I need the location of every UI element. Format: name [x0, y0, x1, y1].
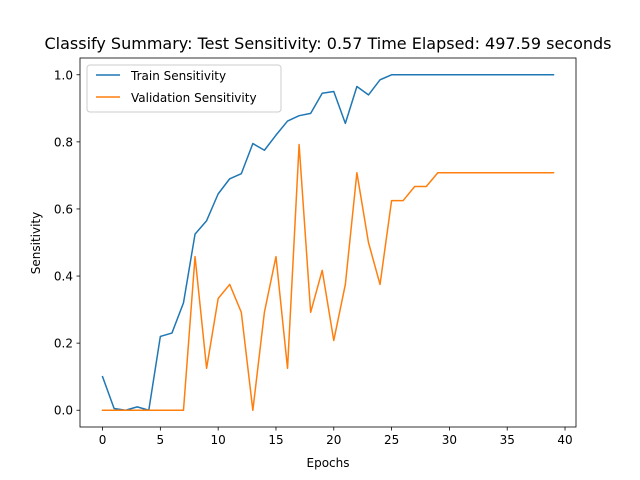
y-tick-label: 0.8 [54, 135, 73, 149]
plot-area [79, 57, 577, 428]
legend-label-validation: Validation Sensitivity [131, 91, 257, 105]
legend: Train Sensitivity Validation Sensitivity [86, 64, 282, 113]
y-tick-label: 0.6 [54, 202, 73, 216]
x-tick-label: 30 [442, 433, 457, 447]
x-tick-label: 10 [211, 433, 226, 447]
y-tick-label: 0.2 [54, 337, 73, 351]
series-layer [101, 74, 555, 411]
x-tick-label: 5 [157, 433, 165, 447]
x-axis-label: Epochs [307, 456, 350, 470]
y-axis-label: Sensitivity [29, 212, 43, 274]
x-axis-ticks: 0 5 10 15 20 25 30 35 40 [99, 427, 573, 447]
y-tick-label: 1.0 [54, 68, 73, 82]
plot-frame [79, 57, 577, 428]
series-line-train [101, 74, 555, 411]
legend-label-train: Train Sensitivity [130, 69, 226, 83]
chart-title: Classify Summary: Test Sensitivity: 0.57… [44, 34, 611, 53]
x-tick-label: 40 [557, 433, 572, 447]
y-tick-label: 0.4 [54, 270, 73, 284]
series-line-validation [101, 143, 555, 411]
x-tick-label: 0 [99, 433, 107, 447]
x-tick-label: 15 [268, 433, 283, 447]
x-tick-label: 35 [500, 433, 515, 447]
y-tick-label: 0.0 [54, 404, 73, 418]
y-axis-ticks: 0.0 0.2 0.4 0.6 0.8 1.0 [54, 68, 80, 418]
x-tick-label: 25 [384, 433, 399, 447]
legend-box [86, 64, 282, 113]
x-tick-label: 20 [326, 433, 341, 447]
